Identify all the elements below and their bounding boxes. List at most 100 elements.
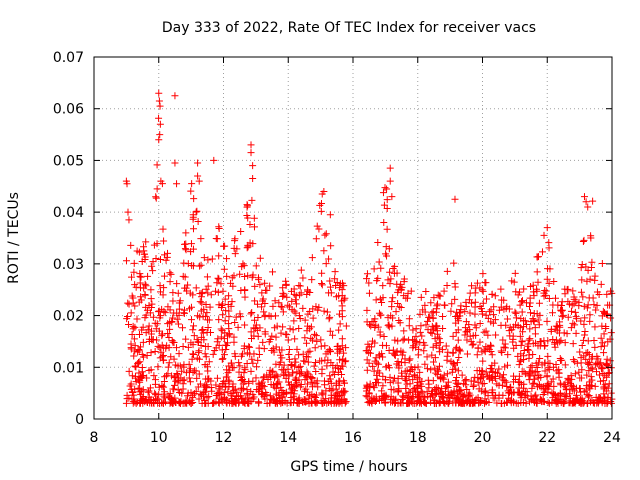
data-point (255, 399, 263, 407)
data-point (218, 327, 226, 335)
data-point (227, 302, 235, 310)
data-point (552, 322, 560, 330)
data-point (591, 272, 599, 280)
data-point (238, 386, 246, 394)
data-point (164, 249, 172, 257)
data-point (241, 286, 249, 294)
data-point (387, 385, 395, 393)
data-point (480, 346, 488, 354)
data-point (186, 289, 194, 297)
data-point (593, 288, 601, 296)
data-point (459, 393, 467, 401)
data-point (122, 399, 130, 407)
data-point (526, 325, 534, 333)
data-point (442, 387, 450, 395)
data-point (576, 348, 584, 356)
data-point (502, 321, 510, 329)
data-point (255, 276, 263, 284)
data-point (363, 275, 371, 283)
data-point (498, 374, 506, 382)
data-point (545, 399, 553, 407)
data-point (373, 379, 381, 387)
data-point (531, 324, 539, 332)
data-point (241, 366, 249, 374)
data-point (252, 262, 260, 270)
data-point (560, 329, 568, 337)
data-point (153, 185, 161, 193)
data-point (269, 396, 277, 404)
data-point (544, 379, 552, 387)
data-point (572, 329, 580, 337)
data-point (596, 371, 604, 379)
data-point (472, 395, 480, 403)
data-point (204, 375, 212, 383)
data-point (231, 250, 239, 258)
data-point (197, 261, 205, 269)
data-point (598, 365, 606, 373)
data-point (539, 397, 547, 405)
data-point (136, 388, 144, 396)
data-point (169, 297, 177, 305)
data-point (383, 252, 391, 260)
data-point (165, 359, 173, 367)
data-point (191, 390, 199, 398)
data-point (154, 308, 162, 316)
data-point (190, 195, 198, 203)
data-point (443, 370, 451, 378)
data-point (552, 294, 560, 302)
data-point (485, 371, 493, 379)
data-point (557, 306, 565, 314)
data-point (181, 284, 189, 292)
data-point (489, 311, 497, 319)
data-point (245, 378, 253, 386)
data-point (506, 384, 514, 392)
data-point (154, 342, 162, 350)
data-point (412, 325, 420, 333)
data-point (494, 369, 502, 377)
data-point (430, 294, 438, 302)
data-point (425, 380, 433, 388)
data-point (141, 290, 149, 298)
data-point (247, 141, 255, 149)
data-point (340, 349, 348, 357)
data-point (470, 381, 478, 389)
data-point (421, 301, 429, 309)
data-point (220, 351, 228, 359)
data-point (379, 382, 387, 390)
data-point (247, 328, 255, 336)
data-point (249, 271, 257, 279)
data-point (297, 266, 305, 274)
data-point (206, 303, 214, 311)
data-point (214, 274, 222, 282)
data-point (526, 299, 534, 307)
data-point (326, 327, 334, 335)
data-point (535, 321, 543, 329)
data-point (277, 329, 285, 337)
data-point (131, 374, 139, 382)
data-point (550, 278, 558, 286)
data-point (291, 335, 299, 343)
data-point (334, 389, 342, 397)
data-point (514, 352, 522, 360)
data-point (549, 375, 557, 383)
data-point (473, 279, 481, 287)
data-point (366, 321, 374, 329)
data-point (583, 304, 591, 312)
data-point (333, 362, 341, 370)
data-point (239, 398, 247, 406)
data-point (189, 225, 197, 233)
data-point (309, 336, 317, 344)
data-point (551, 391, 559, 399)
data-point (533, 268, 541, 276)
data-point (443, 267, 451, 275)
x-axis-label: GPS time / hours (290, 459, 407, 475)
data-point (521, 317, 529, 325)
data-point (563, 386, 571, 394)
data-point (286, 325, 294, 333)
data-point (541, 287, 549, 295)
data-point (517, 399, 525, 407)
data-point (285, 381, 293, 389)
data-point (147, 366, 155, 374)
data-point (301, 334, 309, 342)
